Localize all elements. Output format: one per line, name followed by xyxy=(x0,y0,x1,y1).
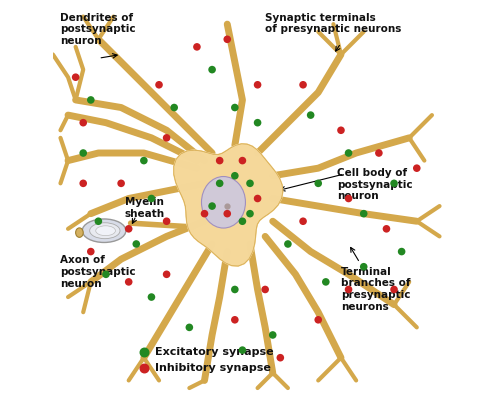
Point xyxy=(413,165,421,172)
Text: Myelin
sheath: Myelin sheath xyxy=(125,197,165,219)
Point xyxy=(276,355,284,361)
Point xyxy=(299,218,307,224)
Point xyxy=(224,210,232,217)
Point xyxy=(398,249,406,255)
Point xyxy=(261,286,269,293)
Point xyxy=(390,286,398,293)
Point xyxy=(224,203,232,209)
Point xyxy=(314,180,322,187)
Point xyxy=(254,119,262,126)
Point xyxy=(162,135,170,141)
Point xyxy=(208,66,216,73)
Point xyxy=(124,225,132,232)
Point xyxy=(246,210,254,217)
Text: Cell body of
postsynaptic
neuron: Cell body of postsynaptic neuron xyxy=(337,168,413,201)
Point xyxy=(314,317,322,323)
Ellipse shape xyxy=(90,223,120,239)
Point xyxy=(200,210,208,217)
Point xyxy=(231,286,239,293)
Point xyxy=(148,294,156,300)
Point xyxy=(254,195,262,202)
Text: Inhibitory synapse: Inhibitory synapse xyxy=(155,363,271,373)
Point xyxy=(254,82,262,88)
Point xyxy=(231,104,239,111)
Text: Axon of
postsynaptic
neuron: Axon of postsynaptic neuron xyxy=(60,255,136,289)
Point xyxy=(170,104,178,111)
Point xyxy=(360,264,368,270)
Point xyxy=(162,271,170,278)
Text: Synaptic terminals
of presynaptic neurons: Synaptic terminals of presynaptic neuron… xyxy=(265,13,402,35)
Point xyxy=(79,180,87,187)
Point xyxy=(382,225,390,232)
Point xyxy=(124,279,132,285)
Point xyxy=(224,36,232,42)
Point xyxy=(79,119,87,126)
Point xyxy=(246,180,254,187)
Text: Excitatory synapse: Excitatory synapse xyxy=(155,347,274,357)
Point xyxy=(155,82,163,88)
Point xyxy=(238,218,246,224)
Point xyxy=(186,324,194,331)
Point xyxy=(344,150,352,156)
Point xyxy=(337,127,345,133)
Point xyxy=(238,158,246,164)
Point xyxy=(238,347,246,353)
Ellipse shape xyxy=(96,226,116,236)
Polygon shape xyxy=(174,144,283,266)
Point xyxy=(193,44,201,50)
Point xyxy=(231,173,239,179)
Point xyxy=(299,82,307,88)
Point xyxy=(162,218,170,224)
Point xyxy=(72,74,80,80)
Text: Terminal
branches of
presynaptic
neurons: Terminal branches of presynaptic neurons xyxy=(341,267,410,312)
Point xyxy=(140,349,148,355)
Point xyxy=(208,203,216,209)
Ellipse shape xyxy=(82,219,126,243)
Point xyxy=(132,241,140,247)
Point xyxy=(360,210,368,217)
Point xyxy=(117,180,125,187)
Point xyxy=(140,158,148,164)
Point xyxy=(306,112,314,118)
Point xyxy=(148,195,156,202)
Text: Dendrites of
postsynaptic
neuron: Dendrites of postsynaptic neuron xyxy=(60,13,136,46)
Point xyxy=(79,150,87,156)
Ellipse shape xyxy=(76,228,83,237)
Point xyxy=(216,158,224,164)
Point xyxy=(231,317,239,323)
Point xyxy=(87,249,95,255)
Point xyxy=(216,180,224,187)
Point xyxy=(87,97,95,103)
Point xyxy=(268,332,276,338)
Point xyxy=(344,195,352,202)
Point xyxy=(284,241,292,247)
Point xyxy=(375,150,383,156)
Point xyxy=(140,365,148,372)
Point xyxy=(390,180,398,187)
Ellipse shape xyxy=(202,177,246,228)
Point xyxy=(94,218,102,224)
Point xyxy=(322,279,330,285)
Point xyxy=(102,271,110,278)
Polygon shape xyxy=(174,144,283,266)
Point xyxy=(344,286,352,293)
